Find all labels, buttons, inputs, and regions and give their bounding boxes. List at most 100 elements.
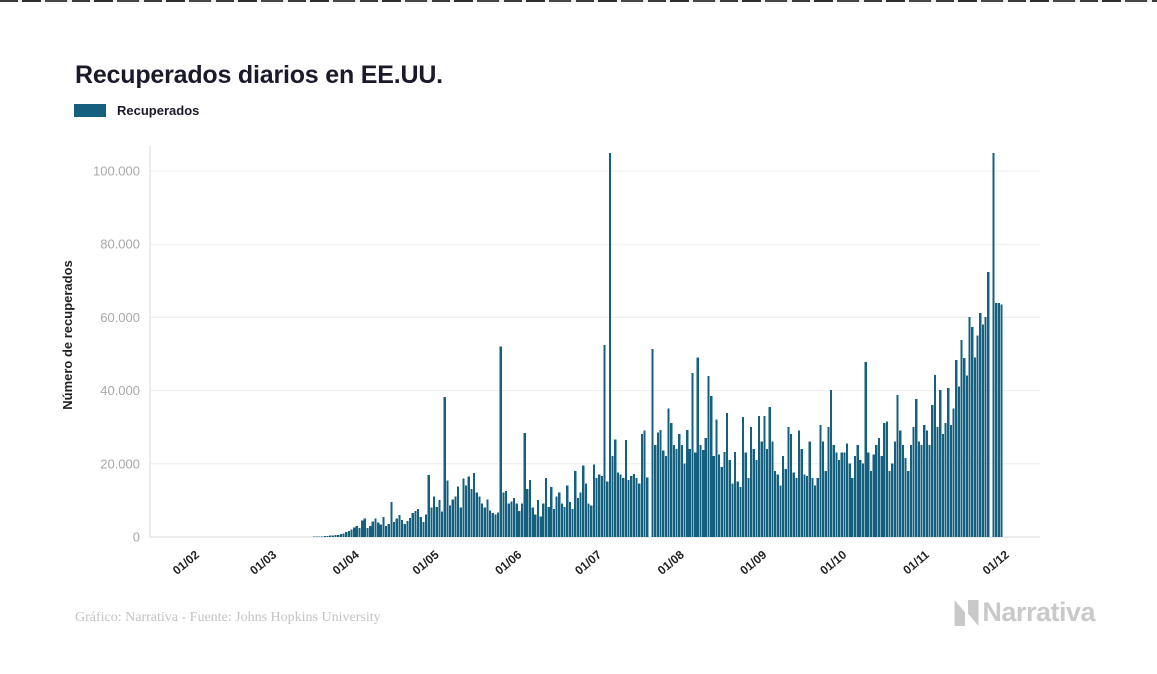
bar — [664, 456, 667, 537]
bar — [931, 404, 934, 537]
bar — [718, 454, 721, 537]
bar — [694, 452, 697, 537]
bar — [409, 517, 412, 537]
bar — [947, 388, 950, 537]
bar — [361, 520, 364, 537]
bar — [837, 459, 841, 537]
bar — [520, 503, 524, 537]
bar — [752, 448, 755, 537]
bar — [632, 474, 635, 537]
bar — [840, 452, 843, 537]
bar — [723, 452, 726, 537]
bar — [342, 533, 345, 537]
bar — [995, 303, 998, 537]
bar — [979, 313, 982, 537]
bar — [941, 434, 945, 537]
bar — [558, 492, 561, 537]
bar — [656, 432, 659, 537]
bar — [981, 324, 984, 537]
bar — [933, 374, 937, 537]
bar — [907, 470, 910, 537]
bar — [393, 521, 396, 537]
bar — [462, 478, 465, 537]
bar — [901, 445, 905, 537]
bar — [499, 346, 502, 537]
bar — [350, 529, 353, 537]
bar — [872, 454, 875, 537]
bar — [710, 396, 713, 537]
bar — [811, 478, 814, 537]
bar — [638, 483, 641, 537]
bar — [888, 470, 891, 537]
legend-label: Recuperados — [117, 103, 200, 118]
bar — [379, 524, 382, 537]
bar — [504, 490, 508, 537]
top-crop-artifact — [0, 0, 1157, 2]
y-tick-label: 80.000 — [100, 237, 140, 252]
bar — [377, 522, 380, 537]
bar — [635, 478, 638, 537]
bar — [925, 430, 929, 537]
bar — [483, 507, 486, 537]
bar — [875, 445, 878, 537]
bar — [659, 430, 662, 537]
bar — [403, 524, 406, 537]
bar — [467, 476, 470, 537]
bar — [470, 489, 473, 537]
bar — [936, 426, 939, 537]
bar — [654, 445, 657, 537]
bar — [651, 348, 654, 537]
bar — [726, 412, 729, 537]
bar — [672, 444, 675, 537]
bar — [422, 521, 425, 537]
bar — [321, 536, 324, 537]
bar — [758, 415, 761, 537]
bar — [331, 535, 334, 537]
bar — [885, 421, 889, 537]
bar — [528, 479, 532, 537]
bar — [867, 452, 870, 537]
bar — [1000, 304, 1003, 537]
bar — [680, 445, 683, 537]
bar — [646, 477, 649, 537]
bar — [318, 536, 321, 537]
bar — [472, 472, 476, 537]
bar — [587, 503, 590, 537]
bar — [326, 535, 329, 537]
bar — [568, 501, 572, 537]
y-axis-title: Número de recuperados — [60, 260, 75, 410]
bar — [766, 448, 769, 537]
bar — [417, 509, 420, 537]
bar — [606, 481, 609, 537]
bar — [973, 357, 976, 537]
bar — [454, 496, 457, 537]
bar — [526, 489, 529, 537]
bar — [784, 468, 787, 537]
legend-swatch — [74, 104, 106, 117]
bar — [611, 456, 614, 537]
bar — [829, 389, 833, 537]
bar — [425, 514, 428, 537]
bar — [496, 512, 500, 537]
bar — [334, 535, 337, 537]
x-tick-label: 01/02 — [170, 547, 202, 577]
chart-legend: Recuperados — [74, 103, 199, 118]
bar — [821, 441, 825, 537]
x-tick-label: 01/08 — [655, 547, 687, 577]
bar — [805, 476, 809, 537]
bar — [387, 523, 390, 537]
bar — [877, 437, 881, 537]
bar — [843, 452, 846, 537]
bar — [781, 456, 785, 537]
bar — [608, 153, 612, 537]
bar — [939, 390, 942, 537]
bar — [720, 467, 723, 537]
bar — [427, 474, 430, 537]
bar — [451, 499, 454, 537]
bar — [750, 426, 753, 537]
bar — [667, 408, 670, 537]
bar — [523, 433, 526, 537]
bar — [893, 441, 897, 537]
bar — [406, 520, 409, 537]
bar — [419, 516, 422, 537]
